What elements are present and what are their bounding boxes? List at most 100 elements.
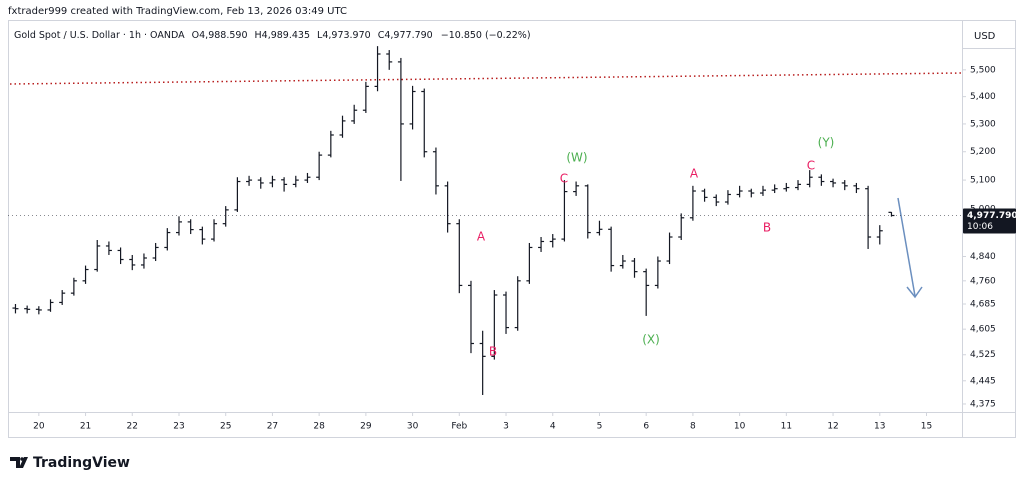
- resistance-trendline: [9, 72, 963, 85]
- tradingview-logo: TradingView: [10, 455, 130, 471]
- ohlc-bar: [339, 115, 346, 138]
- symbol-line: Gold Spot / U.S. Dollar · 1h · OANDA O4,…: [14, 30, 531, 41]
- y-tick-label: 4,840: [970, 252, 996, 262]
- ohlc-bar: [619, 254, 626, 269]
- ohlc-bar: [456, 219, 463, 294]
- x-tick-label: 11: [781, 422, 792, 432]
- x-tick-label: 23: [173, 422, 184, 432]
- x-tick-label: 15: [921, 422, 932, 432]
- ohlc-bar: [748, 188, 755, 198]
- last-price-tag: [963, 208, 1016, 234]
- ohlc-bar: [117, 247, 124, 265]
- x-tick-label: 10: [734, 422, 746, 432]
- y-tick-label: 4,525: [970, 350, 996, 360]
- ohlc-bar: [292, 175, 299, 188]
- ohlc-bar: [211, 219, 218, 242]
- wave-label: C: [560, 172, 568, 186]
- ohlc-bar: [187, 219, 194, 235]
- wave-label: (Y): [818, 136, 835, 150]
- y-tick-label: 4,760: [970, 276, 996, 286]
- ohlc-bar: [573, 181, 580, 196]
- ohlc-bar: [467, 280, 474, 354]
- ohlc-bar: [199, 226, 206, 245]
- change-label: −10.850 (−0.22%): [441, 30, 531, 41]
- y-tick-label: 4,605: [970, 325, 996, 335]
- y-tick-label: 5,400: [970, 92, 996, 102]
- ohlc-bar: [830, 178, 837, 188]
- wave-label: C: [807, 159, 815, 173]
- x-tick-label: 5: [597, 422, 603, 432]
- y-tick-label: 5,100: [970, 176, 996, 186]
- y-tick-label: 5,300: [970, 119, 996, 129]
- ohlc-bar: [479, 330, 486, 395]
- wave-label: (W): [566, 151, 587, 165]
- ohlc-bar: [736, 185, 743, 198]
- x-tick-label: 30: [407, 422, 419, 432]
- ohlc-bar: [514, 276, 521, 331]
- ohlc-bar: [269, 175, 276, 188]
- ohlc-bar: [397, 57, 404, 181]
- ohlc-bar: [795, 180, 802, 191]
- ohlc-bar: [432, 147, 439, 195]
- arrow-head: [906, 286, 923, 299]
- y-tick-label: 5,500: [970, 65, 996, 75]
- ohlc-bar: [643, 268, 650, 316]
- x-tick-label: 8: [690, 422, 696, 432]
- ohlc-bar: [783, 182, 790, 192]
- x-tick-label: 21: [80, 422, 91, 432]
- x-tick-label: 20: [33, 422, 45, 432]
- currency-label: USD: [974, 31, 996, 42]
- ohlc-bar: [47, 299, 54, 312]
- close-label: C4,977.790: [378, 30, 433, 41]
- x-tick-label: 6: [643, 422, 649, 432]
- open-label: O4,988.590: [192, 30, 248, 41]
- ohlc-bar: [374, 46, 381, 92]
- wave-label: (X): [642, 333, 660, 347]
- ohlc-bar: [654, 256, 661, 289]
- author-line: fxtrader999 created with TradingView.com…: [8, 6, 347, 17]
- low-label: L4,973.970: [317, 30, 371, 41]
- ohlc-bar: [678, 213, 685, 240]
- x-tick-label: 4: [550, 422, 556, 432]
- y-tick-label: 5,200: [970, 147, 996, 157]
- ohlc-bar: [281, 177, 288, 192]
- ohlc-bar: [12, 304, 19, 314]
- wave-label: A: [690, 167, 699, 181]
- ohlc-bar: [584, 184, 591, 239]
- logo-text: TradingView: [33, 455, 130, 471]
- ohlc-bar: [140, 253, 147, 269]
- ohlc-bar: [538, 237, 545, 252]
- ohlc-bar: [82, 265, 89, 284]
- ohlc-bar: [129, 254, 136, 271]
- ohlc-bar: [59, 290, 66, 305]
- x-tick-label: 22: [127, 422, 138, 432]
- ohlc-bar: [246, 175, 253, 186]
- ohlc-bar: [806, 170, 813, 188]
- ohlc-bar: [351, 104, 358, 124]
- x-tick-label: 28: [313, 422, 325, 432]
- ohlc-bar: [853, 182, 860, 194]
- ohlc-bar: [105, 241, 112, 255]
- symbol: Gold Spot / U.S. Dollar · 1h · OANDA: [14, 30, 185, 41]
- ohlc-bar: [713, 194, 720, 207]
- ohlc-bar: [608, 226, 615, 272]
- ohlc-bar: [444, 181, 451, 233]
- ohlc-bar: [771, 184, 778, 194]
- ohlc-bar: [175, 216, 182, 236]
- wave-label: B: [763, 221, 771, 235]
- x-tick-label: 29: [360, 422, 372, 432]
- ohlc-bar: [234, 177, 241, 212]
- ohlc-bar: [865, 185, 872, 249]
- ohlc-bar: [818, 174, 825, 186]
- ohlc-bar: [666, 232, 673, 265]
- ohlc-bar: [409, 85, 416, 130]
- y-tick-label: 4,375: [970, 399, 996, 409]
- wave-label: A: [477, 230, 486, 244]
- ohlc-bar: [386, 50, 393, 70]
- x-tick-label: 3: [503, 422, 509, 432]
- ohlc-bar: [304, 172, 311, 183]
- x-tick-label: 12: [827, 422, 838, 432]
